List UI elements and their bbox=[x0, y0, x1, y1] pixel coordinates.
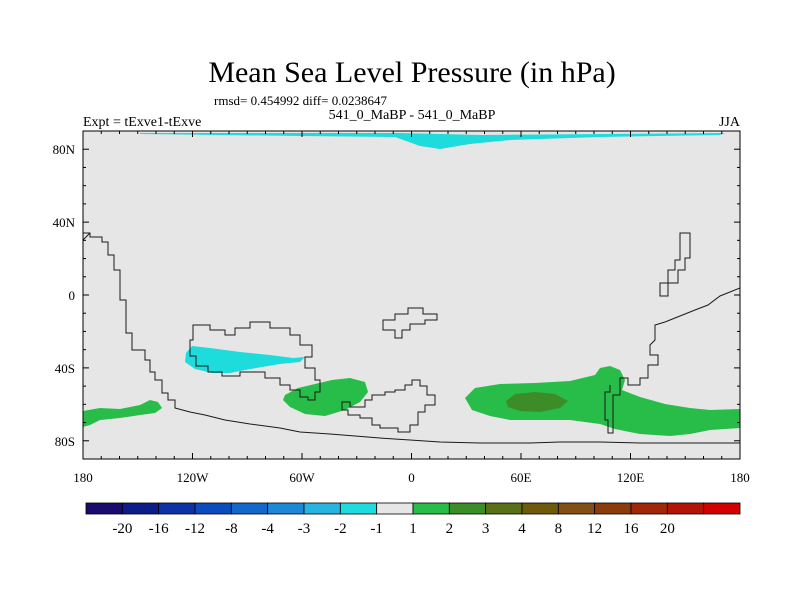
x-tick-label: 120E bbox=[617, 470, 645, 485]
colorbar-label: 20 bbox=[660, 521, 675, 537]
colorbar: -20 -16 -12 -8 -4 -3 -2 -1 1 2 3 4 8 12 16 20 bbox=[85, 502, 741, 537]
colorbar-swatch bbox=[412, 502, 450, 515]
colorbar-swatch bbox=[85, 502, 123, 515]
colorbar-label: 8 bbox=[555, 521, 563, 537]
cyan-band-north bbox=[140, 133, 725, 149]
chart-title: Mean Sea Level Pressure (in hPa) bbox=[208, 56, 615, 89]
colorbar-label: 3 bbox=[482, 521, 490, 537]
colorbar-swatch bbox=[230, 502, 269, 515]
colorbar-label: 16 bbox=[624, 521, 640, 537]
colorbar-swatch bbox=[339, 502, 378, 515]
y-tick-label: 0 bbox=[69, 288, 76, 303]
axes: 180 120W 60W 0 60E 120E 180 80N 40N 0 40S 80S bbox=[53, 130, 750, 485]
colorbar-label: -8 bbox=[225, 521, 238, 537]
green-patch-atlantic bbox=[283, 378, 368, 416]
colorbar-label: -12 bbox=[185, 521, 205, 537]
colorbar-label: -16 bbox=[149, 521, 169, 537]
cyan-patch-south bbox=[185, 346, 305, 373]
colorbar-swatch bbox=[448, 502, 487, 515]
x-tick-label: 0 bbox=[408, 470, 415, 485]
colorbar-label: -3 bbox=[298, 521, 311, 537]
colorbar-swatch bbox=[557, 502, 596, 515]
x-tick-label: 180 bbox=[730, 470, 750, 485]
colorbar-swatch bbox=[376, 502, 414, 515]
x-tick-label: 180 bbox=[73, 470, 93, 485]
colorbar-label: -2 bbox=[334, 521, 347, 537]
colorbar-swatch bbox=[594, 502, 632, 515]
colorbar-swatch bbox=[158, 502, 196, 515]
continent-outlines bbox=[83, 232, 740, 444]
colorbar-swatch bbox=[521, 502, 559, 515]
green-patch-indian bbox=[465, 366, 740, 436]
olive-patch-indian bbox=[506, 392, 568, 412]
stats-label: rmsd= 0.454992 diff= 0.0238647 bbox=[214, 93, 387, 108]
colorbar-swatch bbox=[630, 502, 668, 515]
colorbar-swatch bbox=[194, 502, 232, 515]
colorbar-swatch bbox=[485, 502, 523, 515]
colorbar-label: -4 bbox=[261, 521, 274, 537]
colorbar-swatch bbox=[666, 502, 705, 515]
colorbar-label: 12 bbox=[587, 521, 602, 537]
colorbar-label: -20 bbox=[112, 521, 132, 537]
y-tick-label: 40S bbox=[55, 361, 75, 376]
colorbar-label: 2 bbox=[446, 521, 454, 537]
colorbar-label: 4 bbox=[518, 521, 526, 537]
y-tick-label: 80S bbox=[55, 434, 75, 449]
x-tick-label: 120W bbox=[177, 470, 210, 485]
colorbar-label: 1 bbox=[409, 521, 417, 537]
x-tick-label: 60E bbox=[511, 470, 532, 485]
colorbar-swatch bbox=[267, 502, 305, 515]
y-tick-label: 80N bbox=[53, 142, 76, 157]
y-tick-label: 40N bbox=[53, 215, 76, 230]
season-label: JJA bbox=[719, 115, 741, 130]
colorbar-swatch bbox=[303, 502, 341, 515]
colorbar-swatch bbox=[121, 502, 160, 515]
colorbar-swatch bbox=[703, 502, 741, 515]
anomaly-fields bbox=[83, 133, 740, 436]
green-band-west bbox=[83, 400, 162, 427]
case-label: 541_0_MaBP - 541_0_MaBP bbox=[329, 108, 496, 123]
colorbar-label: -1 bbox=[370, 521, 383, 537]
experiment-label: Expt = tExve1-tExve bbox=[83, 115, 201, 130]
x-tick-label: 60W bbox=[289, 470, 315, 485]
